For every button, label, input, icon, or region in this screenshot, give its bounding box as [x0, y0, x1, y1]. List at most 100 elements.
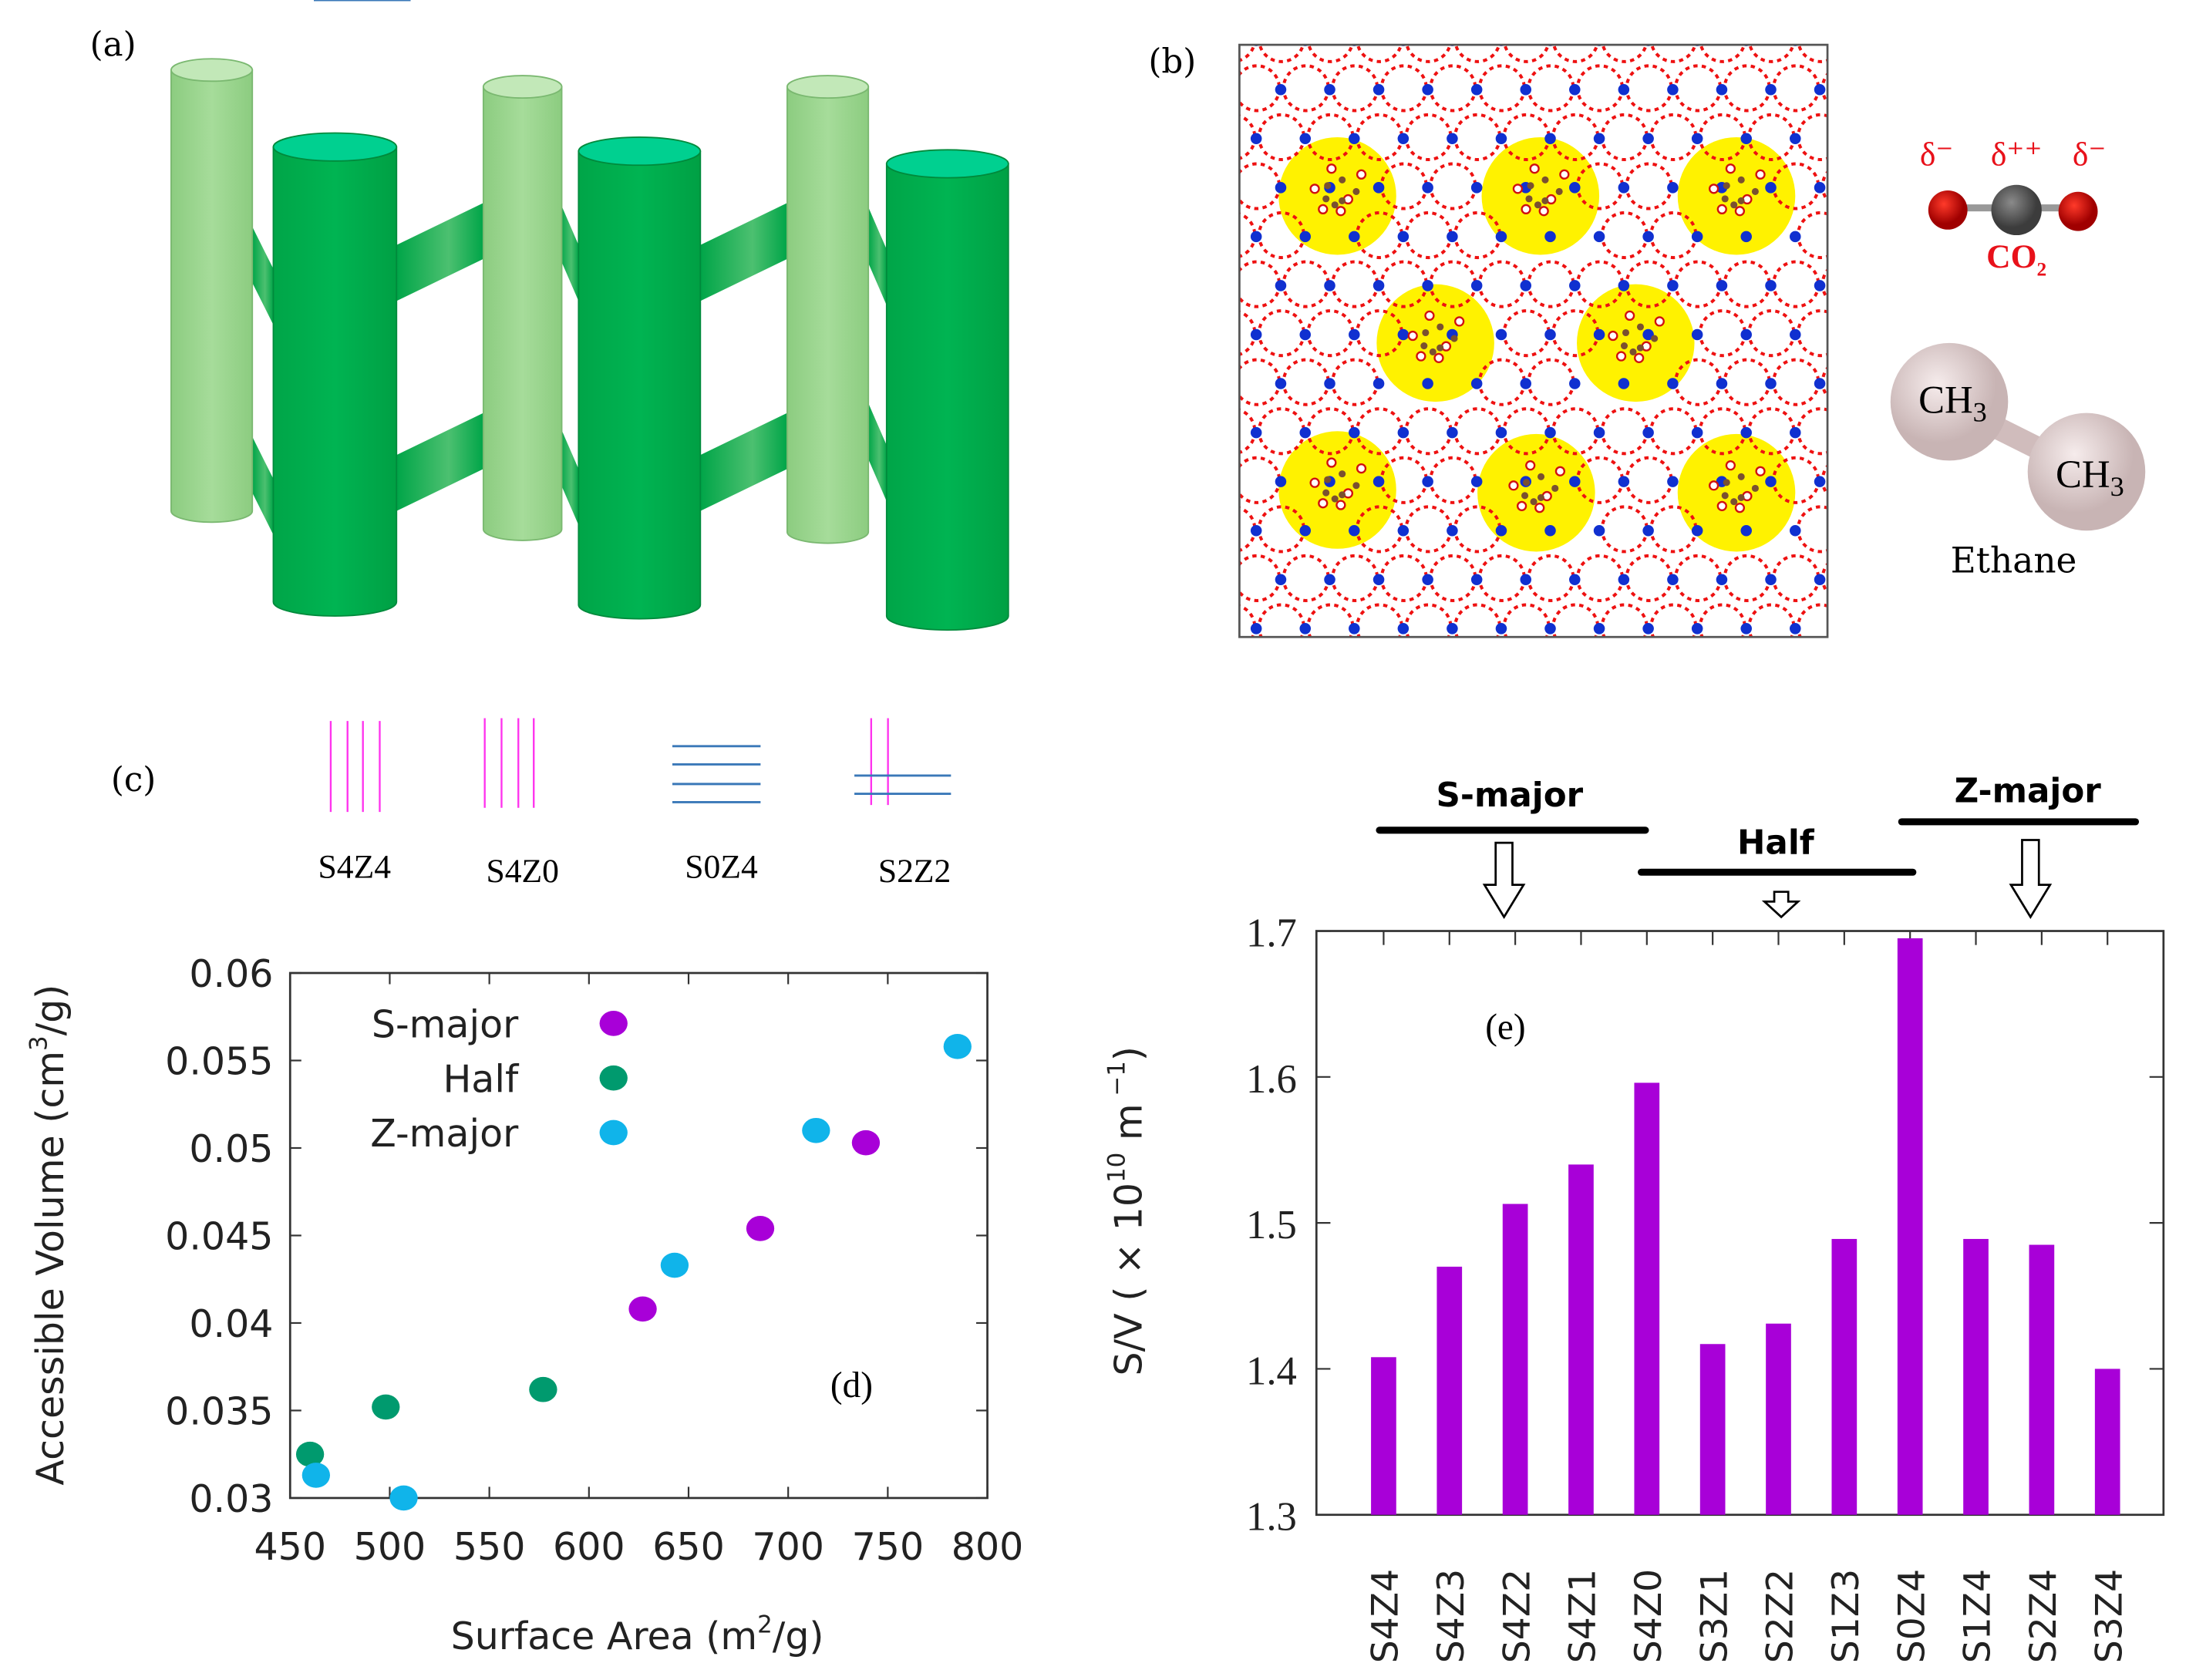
guest-molecule — [1352, 482, 1360, 490]
bar — [2094, 1369, 2120, 1515]
scatter-y-label: Accessible Volume (cm3/g) — [25, 985, 72, 1486]
lattice-node — [1814, 280, 1826, 291]
pattern-label: S4Z0 — [486, 853, 558, 890]
lattice-node — [1912, 182, 1924, 194]
lattice-node — [1839, 133, 1851, 145]
guest-molecule — [1407, 330, 1418, 342]
lattice-node — [1765, 182, 1777, 194]
lattice-node — [1667, 83, 1679, 96]
lattice-node — [1618, 574, 1630, 586]
lattice-node — [1372, 378, 1385, 389]
guest-molecule — [1429, 348, 1436, 355]
panel-b-label: (b) — [1148, 42, 1196, 81]
guest-molecule — [1620, 342, 1628, 350]
guest-molecule — [1523, 479, 1531, 486]
lattice-node — [1618, 280, 1630, 291]
lattice-node — [1275, 574, 1287, 586]
lattice-node — [1888, 525, 1899, 537]
lattice-node — [1740, 231, 1752, 243]
lattice-node — [1691, 328, 1703, 341]
lattice-node — [1275, 280, 1287, 291]
x-tick-label: S0Z4 — [1891, 1569, 1933, 1663]
bar — [1634, 1082, 1660, 1515]
lattice-node — [1716, 574, 1728, 586]
ethane-group-2: CH — [2056, 453, 2110, 496]
lattice-node — [1470, 476, 1483, 487]
guest-molecule — [1551, 484, 1559, 492]
lattice-node — [1275, 378, 1287, 389]
lattice-node — [1447, 231, 1458, 243]
lattice-ring — [1284, 654, 1329, 699]
lattice-ring — [1871, 66, 1916, 110]
lattice-ring — [1552, 45, 1599, 63]
lattice-ring — [1405, 45, 1452, 63]
pore — [1376, 284, 1494, 402]
lattice-node — [1740, 328, 1752, 341]
guest-molecule — [1326, 163, 1337, 174]
lattice-node — [1667, 378, 1679, 389]
lattice-node — [1618, 476, 1630, 487]
lattice-node — [1912, 672, 1924, 684]
x-tick-label: S3Z4 — [2088, 1569, 2130, 1663]
data-point — [372, 1394, 400, 1420]
guest-molecule — [1318, 204, 1329, 215]
x-tick-label: S4Z1 — [1562, 1569, 1605, 1663]
guest-molecule — [1529, 163, 1540, 174]
connector-bar — [396, 412, 483, 511]
lattice-node — [1250, 524, 1262, 537]
lattice-node — [1397, 328, 1410, 341]
guest-molecule — [1708, 480, 1719, 491]
legend-marker — [599, 1119, 628, 1146]
lattice-node — [1740, 133, 1752, 145]
group-annotations: S-major Half Z-major — [1376, 772, 2140, 919]
lattice-node — [1372, 574, 1385, 586]
panel-b: (b) δ⁻ δ⁺⁺ δ⁻ CO2 CH3 CH3 Ethane — [1148, 42, 2146, 699]
guest-molecule — [1629, 348, 1637, 355]
lattice-ring — [1820, 72, 1828, 105]
lattice-node — [1790, 231, 1801, 243]
guest-molecule — [1322, 195, 1330, 203]
lattice-node — [1299, 328, 1312, 341]
guest-molecule — [1725, 163, 1736, 174]
guest-molecule — [1636, 323, 1645, 331]
guest-molecule — [1730, 498, 1738, 506]
lattice-node — [1691, 524, 1703, 537]
lattice-node — [1422, 83, 1433, 96]
lattice-node — [1447, 524, 1458, 537]
bar — [1568, 1164, 1594, 1515]
guest-molecule — [1516, 500, 1527, 511]
lattice-node — [1863, 280, 1874, 291]
pattern-diagrams — [314, 0, 951, 813]
x-tick-label: S4Z3 — [1430, 1569, 1473, 1663]
lattice-node — [1520, 378, 1532, 389]
legend-label: S-major — [372, 1002, 519, 1047]
lattice-node — [1814, 182, 1826, 194]
group-label-half: Half — [1737, 824, 1815, 863]
guest-molecule — [1622, 328, 1630, 337]
lattice-node — [1250, 426, 1262, 439]
guest-molecule — [1624, 310, 1635, 322]
pore — [1477, 433, 1595, 552]
lattice-node — [1863, 672, 1874, 684]
x-tick-label: S1Z4 — [1957, 1569, 1999, 1663]
cylinder-top — [578, 136, 702, 167]
lattice-node — [1372, 280, 1385, 291]
lattice-node — [1618, 182, 1630, 194]
y-tick-label: 1.3 — [1246, 1495, 1297, 1540]
lattice-node — [1642, 524, 1654, 537]
y-tick-label: 0.03 — [189, 1476, 273, 1521]
lattice-node — [1716, 280, 1728, 291]
lattice-node — [1275, 182, 1287, 194]
lattice-node — [1618, 83, 1630, 96]
bar — [1766, 1323, 1791, 1515]
guest-molecule — [1730, 201, 1738, 209]
x-tick-label: 750 — [852, 1524, 925, 1569]
guest-molecule — [1525, 460, 1536, 471]
guest-molecule — [1537, 473, 1545, 480]
cylinder-top — [786, 75, 870, 99]
data-point — [529, 1376, 557, 1402]
lattice-node — [1470, 574, 1483, 586]
lattice-node — [1642, 231, 1654, 243]
lattice-node — [1765, 378, 1777, 389]
